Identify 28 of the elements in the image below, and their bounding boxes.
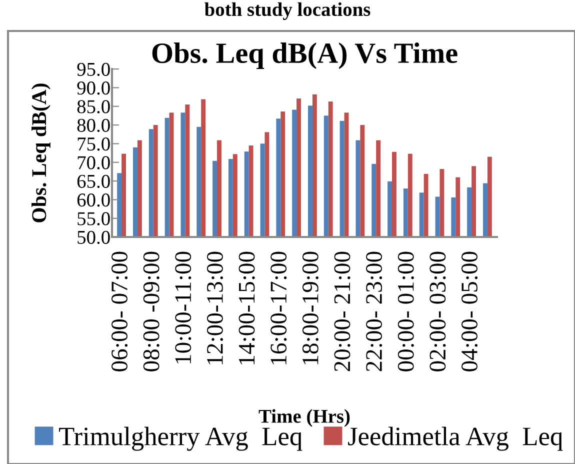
x-tick-label: 02:00- 03:00: [430, 252, 446, 372]
x-tick-label: 00:00- 01:00: [398, 252, 414, 372]
y-tick-label: 95.0: [77, 62, 110, 76]
y-tick-label: 50.0: [78, 230, 110, 244]
text: both study locations: [204, 2, 370, 20]
legend-label: Jeedimetla Avg Leq: [348, 426, 563, 451]
x-tick-label: 06:00- 07:00: [112, 252, 128, 372]
x-tick-label: 22:00- 23:00: [366, 252, 382, 372]
legend-label: Trimulgherry Avg Leq: [59, 426, 302, 451]
x-tick-label: 04:00- 05:00: [462, 252, 478, 372]
x-tick-label: 08:00 -09:00: [143, 252, 160, 372]
x-tick-label: 10:00-11:00: [175, 252, 192, 364]
y-tick-label: 60.0: [77, 193, 110, 207]
y-axis-title: Obs. Leq dB(A): [32, 84, 50, 222]
y-tick-label: 65.0: [77, 174, 110, 188]
y-tick-label: 85.0: [77, 100, 110, 114]
x-tick-label: 20:00- 21:00: [334, 252, 350, 372]
y-tick-label: 90.0: [77, 81, 110, 95]
y-tick-label: 75.0: [78, 137, 110, 151]
x-tick-label: 18:00-19:00: [302, 252, 318, 364]
x-tick-label: 14:00-15:00: [238, 252, 255, 364]
chart-title: Obs. Leq dB(A) Vs Time: [152, 42, 458, 69]
y-tick-label: 80.0: [77, 118, 110, 132]
y-tick-label: 55.0: [78, 212, 110, 226]
x-axis-title: Time (Hrs): [258, 409, 350, 427]
x-tick-label: 16:00-17:00: [270, 252, 287, 364]
y-tick-label: 70.0: [78, 156, 110, 170]
x-tick-label: 12:00-13:00: [206, 252, 224, 364]
